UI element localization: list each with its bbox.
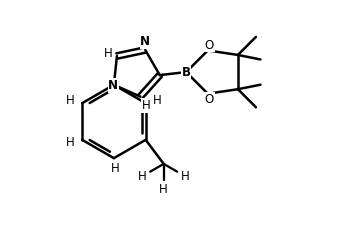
Text: H: H [66,94,75,107]
Text: H: H [66,136,75,149]
Text: H: H [153,94,162,107]
Text: H: H [104,46,113,60]
Text: H: H [111,162,120,175]
Text: H: H [141,99,150,112]
Text: H: H [159,183,168,196]
Text: H: H [137,170,146,183]
Text: O: O [205,93,214,106]
Text: N: N [108,79,118,92]
Text: H: H [181,170,190,183]
Text: B: B [182,66,191,78]
Text: O: O [205,39,214,51]
Text: N: N [140,35,150,48]
